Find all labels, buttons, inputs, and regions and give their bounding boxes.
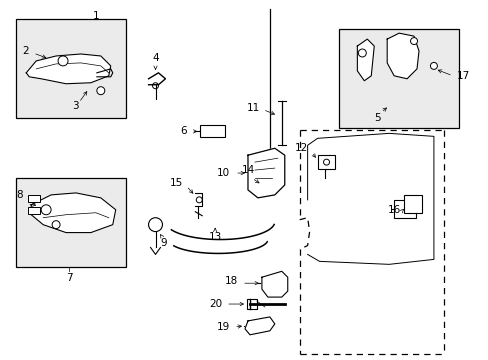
- Text: 1: 1: [92, 11, 99, 21]
- Bar: [246, 299, 256, 309]
- Polygon shape: [357, 39, 373, 81]
- Polygon shape: [244, 317, 274, 335]
- Text: 9: 9: [160, 238, 166, 248]
- Circle shape: [358, 49, 366, 57]
- Bar: [16, 178, 125, 267]
- Text: 11: 11: [246, 103, 260, 113]
- Circle shape: [52, 221, 60, 229]
- Bar: [28, 195, 40, 202]
- Circle shape: [410, 37, 417, 45]
- Text: 20: 20: [208, 299, 222, 309]
- Text: 10: 10: [217, 168, 230, 178]
- Text: 18: 18: [224, 276, 238, 286]
- Text: 12: 12: [294, 143, 307, 153]
- Circle shape: [58, 56, 68, 66]
- Bar: [200, 125, 224, 137]
- Bar: [393, 200, 415, 218]
- Circle shape: [429, 62, 436, 69]
- Text: 6: 6: [181, 126, 187, 136]
- Polygon shape: [247, 148, 284, 198]
- Bar: [317, 155, 335, 169]
- Circle shape: [97, 87, 104, 95]
- Polygon shape: [262, 271, 287, 297]
- Circle shape: [196, 197, 202, 203]
- Bar: [339, 29, 458, 129]
- Text: 3: 3: [72, 100, 79, 111]
- Bar: [28, 207, 40, 214]
- Text: 2: 2: [22, 46, 29, 56]
- Text: 16: 16: [387, 205, 400, 215]
- Text: 19: 19: [216, 322, 230, 332]
- Polygon shape: [26, 54, 111, 84]
- Polygon shape: [31, 193, 116, 233]
- Polygon shape: [386, 33, 418, 79]
- Text: 4: 4: [152, 53, 159, 63]
- Circle shape: [41, 205, 51, 215]
- Bar: [403, 195, 421, 213]
- Text: 5: 5: [373, 113, 380, 122]
- Text: 14: 14: [241, 165, 254, 175]
- Text: 7: 7: [65, 273, 72, 283]
- Text: 17: 17: [456, 71, 469, 81]
- Circle shape: [323, 159, 329, 165]
- Bar: [16, 19, 125, 118]
- Text: 13: 13: [208, 231, 222, 242]
- Circle shape: [152, 83, 158, 89]
- Text: 15: 15: [170, 178, 183, 188]
- Text: 8: 8: [17, 190, 23, 200]
- Circle shape: [148, 218, 162, 231]
